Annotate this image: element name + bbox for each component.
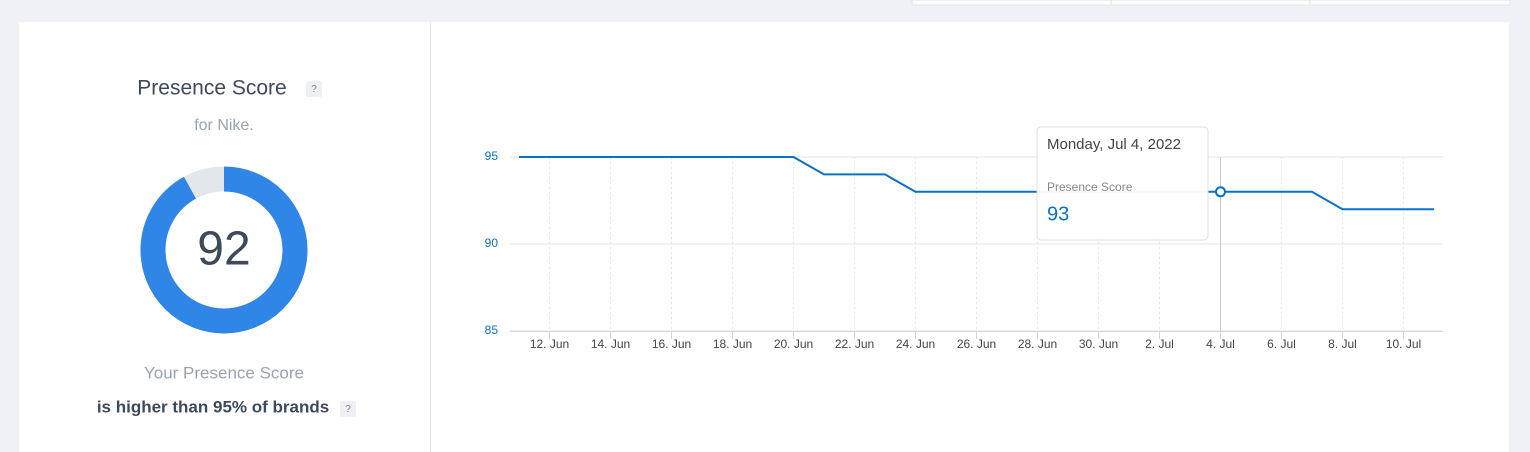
x-tick-label: 6. Jul xyxy=(1267,337,1296,351)
x-tick-label: 28. Jun xyxy=(1018,337,1057,351)
x-tick-label: 22. Jun xyxy=(835,337,874,351)
panel-title: Presence Score xyxy=(137,77,286,100)
help-icon[interactable] xyxy=(340,401,356,417)
y-tick-label: 90 xyxy=(485,236,499,250)
help-icon-text[interactable]: ? xyxy=(311,84,317,95)
y-tick-label: 95 xyxy=(485,149,499,163)
x-tick-label: 8. Jul xyxy=(1328,337,1357,351)
line-chart: 85 90 95 12. Jun 14. Jun 16. Jun 18. Jun 20. Ju… xyxy=(485,126,1443,351)
x-tick-label: 10. Jul xyxy=(1386,337,1421,351)
x-tick-label: 26. Jun xyxy=(957,337,996,351)
x-tick-label: 16. Jun xyxy=(652,337,691,351)
panel-subtitle: for Nike. xyxy=(194,117,254,134)
x-tick-label: 24. Jun xyxy=(896,337,935,351)
x-tick-label: 14. Jun xyxy=(591,337,630,351)
tooltip xyxy=(1036,126,1209,241)
score-value: 92 xyxy=(197,223,250,276)
y-tick-label: 85 xyxy=(485,323,499,337)
x-tick-label: 2. Jul xyxy=(1145,337,1174,351)
x-tick-label: 12. Jun xyxy=(530,337,569,351)
tooltip-series: Presence Score xyxy=(1047,180,1133,194)
hover-marker xyxy=(1215,186,1226,198)
x-tick-label: 18. Jun xyxy=(713,337,752,351)
x-tick-label: 4. Jul xyxy=(1206,337,1235,351)
help-icon[interactable] xyxy=(306,81,322,97)
donut-arc xyxy=(140,166,308,334)
tooltip-title: Monday, Jul 4, 2022 xyxy=(1047,136,1181,153)
tooltip-value: 93 xyxy=(1047,203,1069,225)
card xyxy=(19,22,1509,452)
top-tabs xyxy=(911,0,1511,6)
x-tick-label: 30. Jun xyxy=(1079,337,1118,351)
score-donut xyxy=(140,166,308,334)
x-tick-label: 20. Jun xyxy=(774,337,813,351)
caption: Your Presence Score xyxy=(144,363,304,382)
comparison: is higher than 95% of brands xyxy=(97,397,329,416)
series-line xyxy=(519,156,1434,211)
help-icon-text[interactable]: ? xyxy=(345,404,351,415)
